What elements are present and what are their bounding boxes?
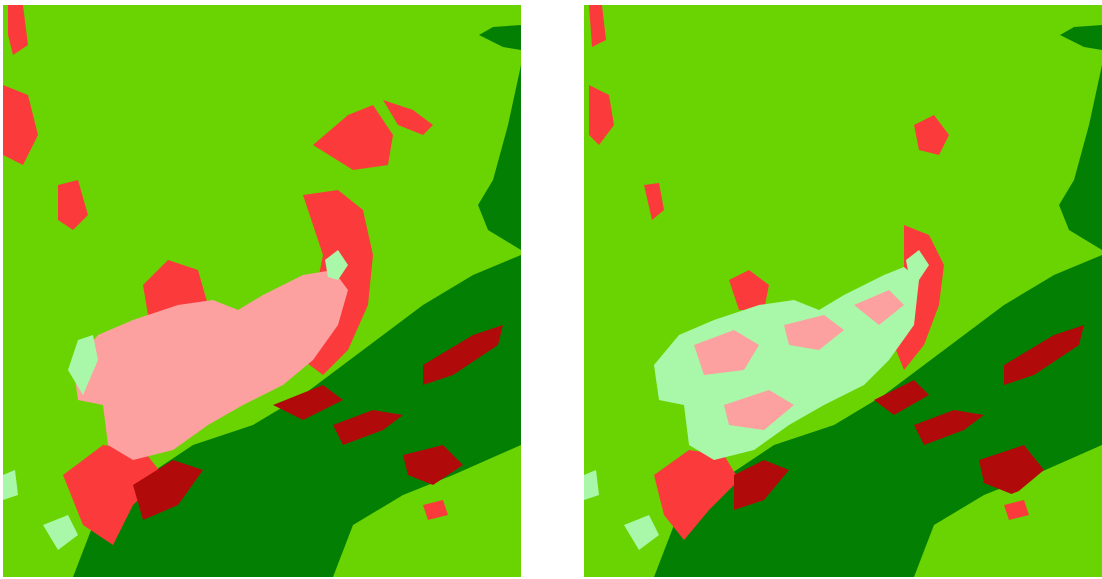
classification-map-left [3, 5, 521, 577]
dark-red-streak-1 [1004, 325, 1084, 385]
dark-forest-corner [479, 25, 521, 50]
red-patch-left-edge [3, 85, 38, 165]
pale-green-patch-sw [624, 515, 659, 550]
red-patch-left-edge [589, 85, 614, 145]
dark-red-streak-5 [133, 460, 203, 520]
red-patch-west [729, 270, 769, 310]
dark-red-streak-5 [734, 460, 789, 510]
dark-forest-corner [1060, 25, 1102, 50]
pale-green-patch-top [906, 250, 929, 280]
dark-red-streak-1 [423, 325, 503, 385]
pale-green-patch-sw2 [3, 470, 18, 500]
red-patch-nw [644, 183, 664, 220]
dark-red-streak-4 [273, 385, 343, 420]
pale-green-patch-sw2 [584, 470, 599, 500]
pink-speckle-4 [854, 290, 904, 325]
dark-forest-top-right [478, 65, 521, 250]
red-patch-nw [58, 180, 88, 230]
red-speck-se [423, 500, 448, 520]
classification-map-right [584, 5, 1102, 577]
dark-red-streak-2 [333, 410, 403, 445]
red-patch-center-north [914, 115, 949, 155]
map-panel-left [3, 5, 521, 577]
red-speck-se [1004, 500, 1029, 520]
pink-burn-region [73, 270, 348, 460]
dark-red-streak-3 [403, 445, 463, 485]
dark-forest-top-right [1059, 65, 1102, 250]
dark-red-streak-3 [979, 445, 1044, 495]
pale-green-patch-top [325, 250, 348, 280]
pale-green-patch-rim [68, 335, 98, 395]
red-patch-south [654, 450, 739, 540]
pink-speckle-1 [694, 330, 759, 375]
red-patch-upper [383, 100, 433, 135]
pale-green-patch-sw [43, 515, 78, 550]
red-patch-south [63, 445, 163, 545]
red-patch-center-north [313, 105, 393, 170]
dark-red-streak-4 [874, 380, 929, 415]
red-patch-north-edge [589, 5, 606, 47]
pale-green-burn-region [654, 267, 919, 460]
dark-red-streak-2 [914, 410, 984, 445]
pink-speckle-2 [784, 315, 844, 350]
red-patch-north-edge [8, 5, 28, 55]
map-panel-right [584, 5, 1102, 577]
pink-speckle-3 [724, 390, 794, 430]
